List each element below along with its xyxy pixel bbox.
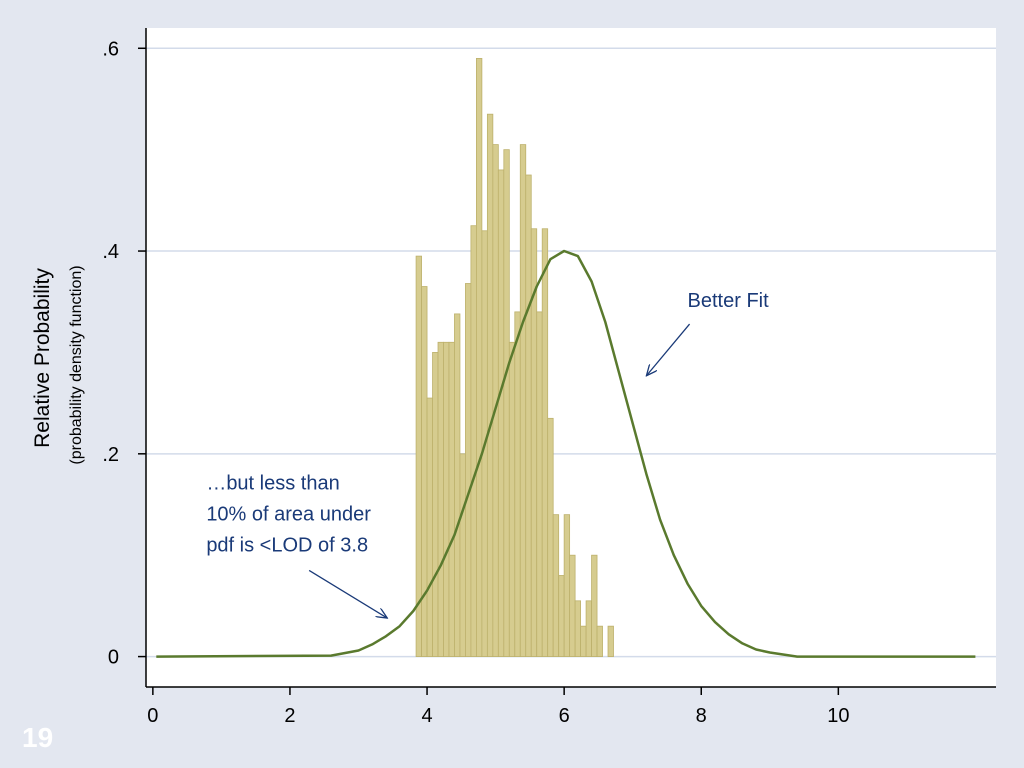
histogram-bar [421,286,428,657]
histogram-bar [547,417,554,657]
histogram-bar [486,113,494,657]
annotation-arrow [308,569,387,618]
histogram-bar [476,58,483,657]
histogram-bar [497,169,505,657]
histogram-bar [536,311,543,657]
density-curve-layer [156,249,976,658]
histogram-bar [448,341,455,657]
histogram-bar [541,228,549,657]
histogram-bar [525,174,532,657]
annotations: Better Fit …but less than 10% of area unde… [206,290,769,618]
histogram-bar [470,225,477,657]
annotation-arrow [646,323,691,376]
histogram-bar [508,341,516,657]
histogram-bar [443,341,450,657]
y-tick-label: .4 [102,241,119,263]
histogram-bar [591,554,598,657]
histogram-bar [514,311,521,657]
histogram-bar [563,514,571,657]
histogram-bar [607,625,614,657]
histogram-bar [596,625,603,657]
y-axis-sublabel: (probability density function) [68,265,85,464]
histogram-bar [580,625,587,657]
histogram-bar [432,352,439,657]
x-tick-label: 8 [696,705,707,727]
histogram-bar [459,453,466,657]
annotation-text: pdf is <LOD of 3.8 [206,534,368,556]
histogram-bar [558,575,565,657]
histogram-bar [585,600,592,657]
y-axis-label: Relative Probability [31,268,54,448]
histogram-bar [569,554,576,657]
annotation-text: Better Fit [688,290,770,312]
histogram-bar [415,255,422,657]
x-tick-label: 4 [421,705,432,727]
annotation-text: 10% of area under [206,503,371,525]
y-tick-label: .6 [102,38,119,60]
histogram-bar [465,283,472,657]
histogram-bar [519,144,527,657]
slide-number: 19 [22,722,54,753]
histogram-bar [437,341,444,657]
histogram-bar [426,397,433,657]
y-tick-label: .2 [102,444,119,466]
annotation-text: …but less than [206,472,339,494]
histogram-bar [503,149,510,657]
density-curve [156,249,976,658]
x-tick-label: 0 [147,705,158,727]
x-tick-label: 2 [284,705,295,727]
x-tick-label: 6 [559,705,570,727]
histogram-bar [574,600,581,657]
y-tick-label: 0 [108,647,119,669]
axes: 0 .2 .4 .6 0 2 4 6 8 10 [102,28,996,727]
x-tick-label: 10 [827,705,849,727]
histogram-bar [552,514,560,657]
y-axis-title: Relative Probability (probability densit… [31,265,85,464]
histogram-bar [454,313,461,657]
